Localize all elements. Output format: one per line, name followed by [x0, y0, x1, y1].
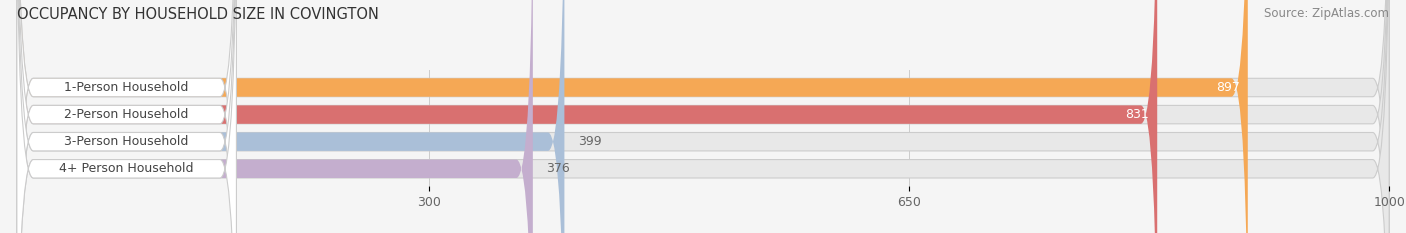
Text: 2-Person Household: 2-Person Household: [65, 108, 188, 121]
Text: 3-Person Household: 3-Person Household: [65, 135, 188, 148]
Text: 376: 376: [547, 162, 571, 175]
FancyBboxPatch shape: [17, 0, 236, 233]
FancyBboxPatch shape: [17, 0, 1157, 233]
FancyBboxPatch shape: [17, 0, 236, 233]
Text: 399: 399: [578, 135, 602, 148]
FancyBboxPatch shape: [17, 0, 533, 233]
FancyBboxPatch shape: [17, 0, 1389, 233]
FancyBboxPatch shape: [17, 0, 1389, 233]
Text: 1-Person Household: 1-Person Household: [65, 81, 188, 94]
FancyBboxPatch shape: [17, 0, 1247, 233]
Text: OCCUPANCY BY HOUSEHOLD SIZE IN COVINGTON: OCCUPANCY BY HOUSEHOLD SIZE IN COVINGTON: [17, 7, 378, 22]
FancyBboxPatch shape: [17, 0, 236, 233]
Text: Source: ZipAtlas.com: Source: ZipAtlas.com: [1264, 7, 1389, 20]
FancyBboxPatch shape: [17, 0, 236, 233]
Text: 897: 897: [1216, 81, 1240, 94]
Text: 831: 831: [1125, 108, 1149, 121]
FancyBboxPatch shape: [17, 0, 1389, 233]
FancyBboxPatch shape: [17, 0, 564, 233]
Text: 4+ Person Household: 4+ Person Household: [59, 162, 194, 175]
FancyBboxPatch shape: [17, 0, 1389, 233]
